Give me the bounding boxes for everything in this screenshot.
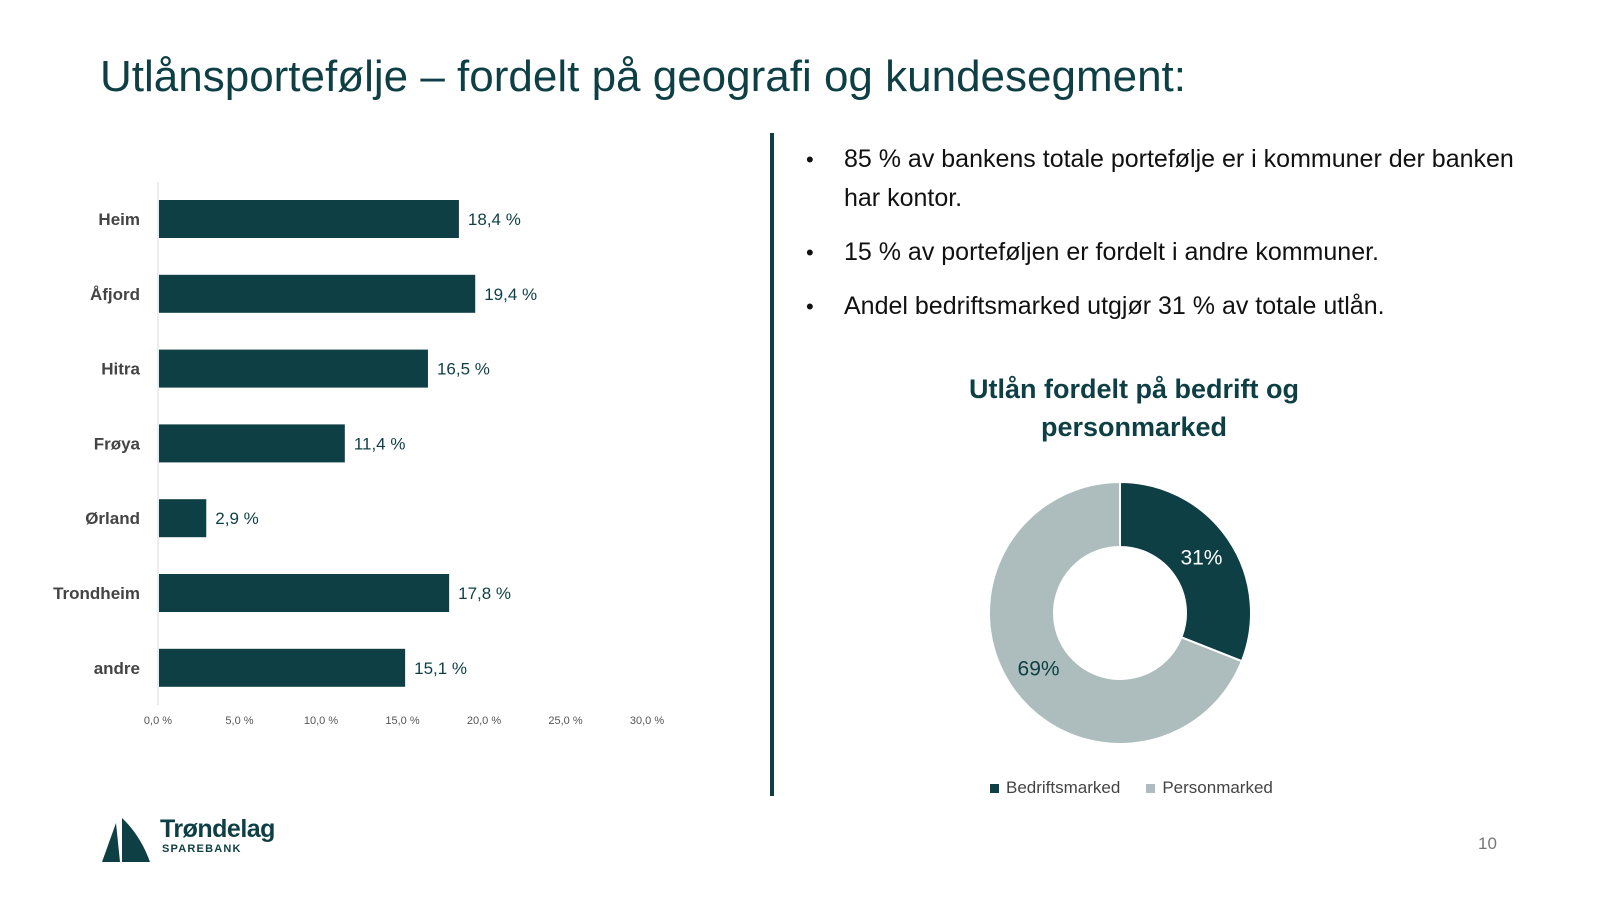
- bar: [159, 648, 406, 687]
- category-label: Ørland: [85, 509, 140, 528]
- bullet-item: • Andel bedriftsmarked utgjør 31 % av tot…: [806, 287, 1526, 326]
- bar-data-label: 16,5 %: [437, 360, 490, 379]
- bullet-text: Andel bedriftsmarked utgjør 31 % av tota…: [844, 292, 1385, 320]
- donut-data-label: 31%: [1180, 547, 1222, 570]
- category-label: Frøya: [94, 434, 141, 453]
- bullet-text: 85 % av bankens totale portefølje er i k…: [844, 145, 1514, 212]
- x-tick-label: 20,0 %: [467, 715, 501, 727]
- bar-data-label: 19,4 %: [484, 285, 537, 304]
- slide-title: Utlånsportefølje – fordelt på geografi o…: [100, 52, 1186, 101]
- donut-chart-title: Utlån fordelt på bedrift og personmarked: [969, 374, 1299, 442]
- x-tick-label: 5,0 %: [225, 715, 253, 727]
- legend-item-personmarked: Personmarked: [1146, 778, 1273, 798]
- legend-label: Personmarked: [1162, 778, 1273, 797]
- bar-data-label: 15,1 %: [414, 659, 467, 678]
- legend-item-bedriftsmarked: Bedriftsmarked: [990, 778, 1120, 798]
- bullet-list: • 85 % av bankens totale portefølje er i …: [806, 140, 1526, 341]
- bar: [159, 349, 428, 388]
- bank-logo: Trøndelag SPAREBANK: [100, 815, 275, 863]
- bullet-text: 15 % av porteføljen er fordelt i andre k…: [844, 238, 1379, 266]
- x-tick-label: 10,0 %: [304, 715, 338, 727]
- bar-data-label: 2,9 %: [215, 509, 258, 528]
- legend-label: Bedriftsmarked: [1006, 778, 1121, 797]
- category-label: Hitra: [101, 360, 140, 379]
- x-tick-label: 0,0 %: [144, 715, 172, 727]
- vertical-divider: [770, 133, 774, 796]
- bullet-item: • 85 % av bankens totale portefølje er i …: [806, 140, 1526, 218]
- bullet-item: • 15 % av porteføljen er fordelt i andre …: [806, 233, 1526, 272]
- category-label: Åfjord: [90, 285, 140, 304]
- donut-slice: [1119, 480, 1252, 663]
- bullet-icon: •: [806, 147, 814, 172]
- bar: [159, 574, 450, 612]
- donut-slice: [988, 480, 1244, 745]
- category-label: Heim: [98, 210, 140, 229]
- segment-donut-chart: 31% 69%: [988, 480, 1252, 745]
- legend-swatch: [1146, 783, 1156, 793]
- page-number: 10: [1478, 834, 1497, 853]
- category-label: andre: [94, 659, 140, 678]
- donut-legend: Bedriftsmarked Personmarked: [990, 778, 1273, 798]
- logo-subtitle: SPAREBANK: [162, 843, 242, 855]
- x-tick-label: 15,0 %: [385, 715, 419, 727]
- geography-bar-chart: Heim 18,4 % Åfjord 19,4 % Hitra 16,5 % Frøya 11…: [53, 182, 664, 727]
- legend-swatch: [990, 783, 999, 793]
- bar: [159, 424, 345, 463]
- logo-name: Trøndelag: [160, 815, 275, 843]
- bar: [159, 499, 207, 538]
- bullet-icon: •: [806, 294, 814, 319]
- bar-data-label: 18,4 %: [468, 210, 521, 229]
- x-tick-label: 30,0 %: [630, 715, 664, 727]
- bar: [159, 200, 459, 238]
- bar-data-label: 11,4 %: [354, 434, 406, 453]
- category-label: Trondheim: [53, 584, 140, 603]
- bar: [159, 274, 476, 313]
- x-tick-label: 25,0 %: [548, 715, 582, 727]
- sail-logo-icon: [102, 818, 150, 862]
- donut-data-label: 69%: [1018, 657, 1060, 680]
- bullet-icon: •: [806, 240, 814, 265]
- bar-data-label: 17,8 %: [458, 584, 511, 603]
